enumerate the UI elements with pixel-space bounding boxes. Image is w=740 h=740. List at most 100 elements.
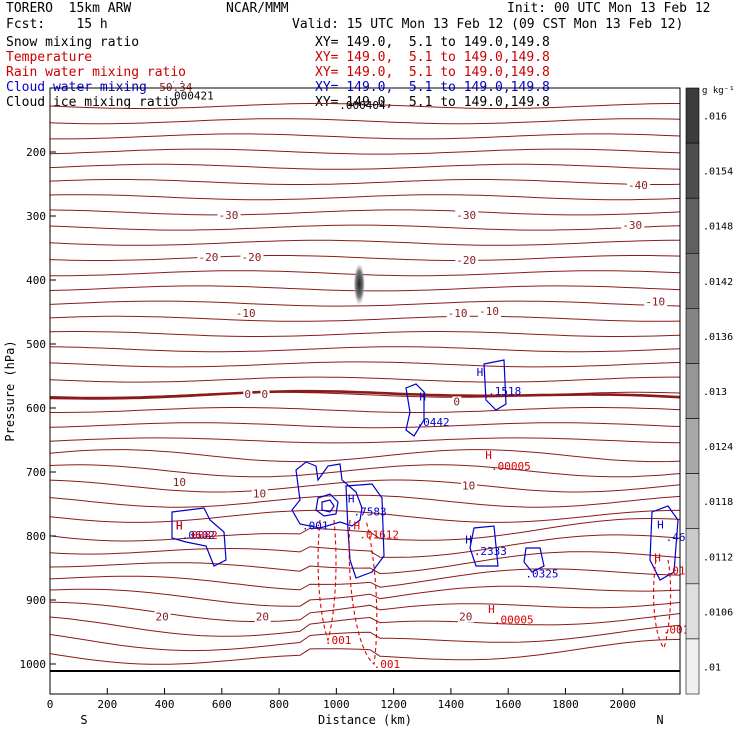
- isotherm-line: [49, 255, 681, 261]
- y-tick-label: 900: [26, 594, 46, 607]
- isotherm-line: [49, 494, 681, 508]
- temp-label-bg: [154, 611, 171, 623]
- temperature-label: -30: [456, 209, 476, 222]
- cloud-water-label: .1518: [488, 385, 521, 398]
- temperature-label: -10: [236, 307, 256, 320]
- rain-contour: [317, 519, 337, 642]
- isotherm-line: [49, 148, 681, 155]
- cloud-water-contour: [483, 359, 507, 411]
- isotherm-line: [49, 224, 681, 231]
- isotherm-line: [49, 239, 680, 246]
- temperature-label: 0: [262, 388, 269, 401]
- rain-label: H: [485, 449, 492, 462]
- temperature-label: -20: [456, 254, 476, 267]
- temp-label-bg: [644, 296, 668, 308]
- forecast-hour: Fcst: 15 h: [6, 17, 108, 32]
- colorbar-label: .0124: [703, 442, 733, 453]
- cloud-water-contour: [291, 461, 363, 529]
- x-tick-label: 400: [155, 698, 175, 711]
- rain-label: .00005: [491, 460, 531, 473]
- temp-label-bg: [478, 306, 502, 318]
- isotherm-line: [49, 118, 681, 125]
- temp-label-bg: [627, 180, 651, 192]
- xy-snow: XY= 149.0, 5.1 to 149.0,149.8: [315, 35, 550, 50]
- cloud-water-label: .0442: [417, 416, 450, 429]
- cloud-water-contour: [469, 525, 499, 567]
- isotherm-line: [49, 534, 681, 558]
- isotherm-line: [49, 449, 681, 463]
- temperature-label: -20: [199, 251, 219, 264]
- field-snow: Snow mixing ratio: [6, 35, 140, 50]
- temp-label-bg: [621, 219, 645, 231]
- x-tick-label: 200: [97, 698, 117, 711]
- x-tick-label: 600: [212, 698, 232, 711]
- temperature-label: -40: [628, 179, 648, 192]
- cloud-water-label: H: [465, 534, 472, 547]
- rain-contour: [348, 519, 378, 666]
- colorbar-segment: [685, 142, 700, 199]
- cloud-water-label: .2333: [474, 545, 507, 558]
- y-tick-label: 800: [26, 530, 46, 543]
- contour-labels: -50.34-40-30 -30-30-20 -20 -20-10 -10 -10-100…: [151, 81, 699, 671]
- cloud-water-contour: [405, 383, 425, 437]
- south-label: S: [80, 713, 87, 727]
- y-tick-label: 300: [26, 210, 46, 223]
- cloud-water-contour: [649, 505, 679, 581]
- isotherm-line: [49, 361, 681, 368]
- rain-contours: [317, 519, 672, 666]
- north-label: N: [656, 713, 663, 727]
- y-tick-label: 400: [26, 274, 46, 287]
- y-tick-label: 200: [26, 146, 46, 159]
- rain-label: H: [354, 520, 361, 533]
- cloud-water-label: .0325: [525, 568, 558, 581]
- temperature-label: -30: [622, 219, 642, 232]
- colorbar-label: .0136: [703, 332, 733, 343]
- temp-label-bg: [455, 210, 479, 222]
- x-tick-label: 2000: [609, 698, 636, 711]
- temp-label-bg: [217, 210, 241, 222]
- cloud-water-label: .001: [302, 520, 329, 533]
- cloud-water-contour: [171, 507, 227, 567]
- temperature-label: 0: [453, 395, 460, 408]
- temp-label-bg: [446, 308, 470, 320]
- temp-label-bg: [452, 396, 462, 408]
- rain-label: .00005: [494, 614, 534, 627]
- colorbar-segment: [685, 363, 700, 419]
- temp-label-bg: [455, 255, 479, 266]
- colorbar-segment: [685, 473, 700, 530]
- isotherm-line: [49, 346, 681, 353]
- snow-label: .000404: [339, 99, 386, 112]
- isotherm-line: [49, 331, 681, 337]
- colorbar-label: .016: [703, 112, 727, 123]
- y-tick-label: 600: [26, 402, 46, 415]
- temperature-label: -10: [645, 296, 665, 309]
- x-tick-label: 1600: [495, 698, 522, 711]
- isotherm-line: [49, 613, 681, 637]
- colorbar-label: .0118: [703, 497, 733, 508]
- temp-label-bg: [234, 308, 258, 320]
- colorbar-segment: [685, 583, 700, 640]
- rain-label: .001: [325, 634, 352, 647]
- cloud-water-label: H: [176, 520, 183, 533]
- colorbar-label: .0154: [703, 167, 733, 178]
- colorbar-segment: [685, 528, 700, 585]
- isotherm-line: [49, 464, 681, 478]
- temperature-label: 10: [462, 479, 475, 492]
- colorbar: .016 .0154 .0148 .0142 .0136 .013 .0124 .0118 .0…: [685, 86, 735, 695]
- temp-label-bg: [197, 251, 221, 263]
- field-rain: Rain water mixing ratio: [6, 65, 187, 80]
- cloud-water-contour: [345, 483, 385, 579]
- rain-contour: [653, 559, 672, 650]
- isotherm-line: [49, 601, 681, 623]
- rain-label: H: [654, 552, 661, 565]
- colorbar-segment: [685, 418, 700, 474]
- field-temperature: Temperature: [6, 50, 93, 65]
- snow-label: .000421: [167, 90, 213, 103]
- field-cloud-ice: Cloud ice mixing ratio: [6, 95, 179, 110]
- x-tick-label: 1000: [323, 698, 350, 711]
- colorbar-label: .013: [703, 387, 727, 398]
- y-axis-label: Pressure (hPa): [3, 340, 17, 441]
- isotherm-line: [49, 585, 681, 607]
- colorbar-segment: [685, 308, 700, 364]
- temp-label-bg: [458, 611, 475, 623]
